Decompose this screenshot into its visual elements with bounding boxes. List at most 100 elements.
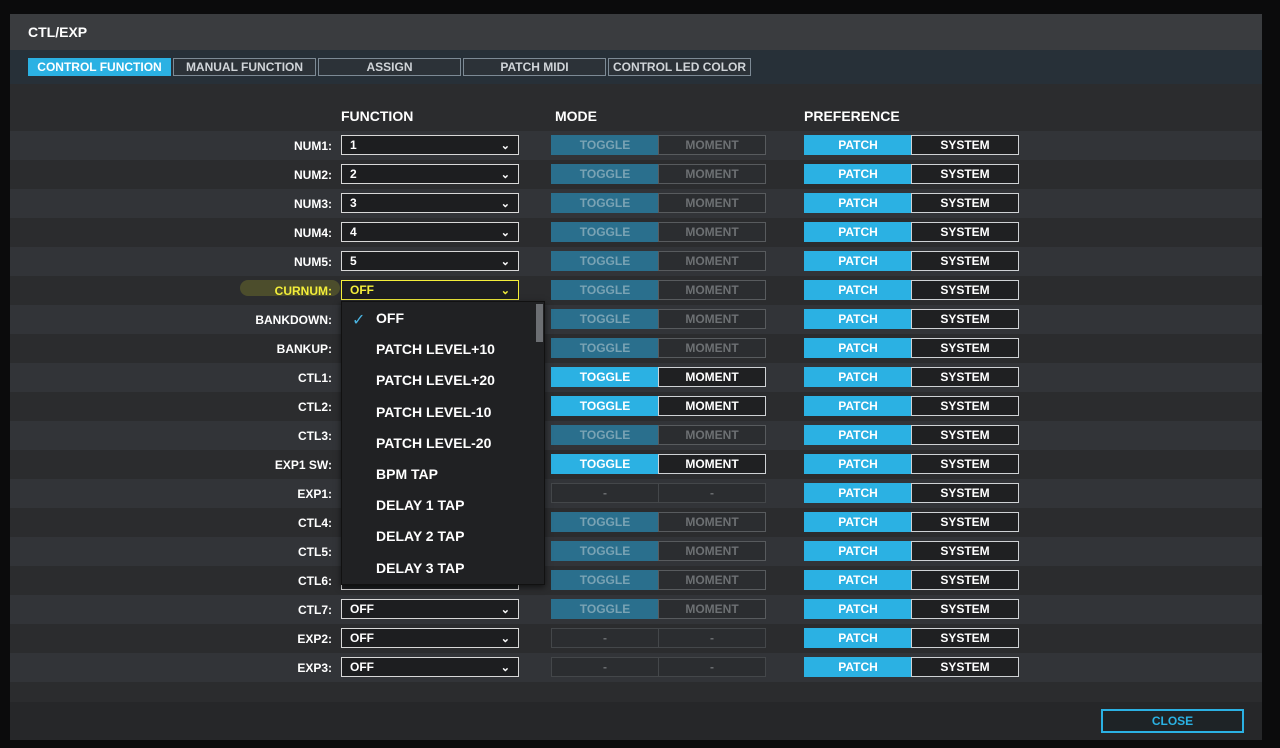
function-select[interactable]: 3 ⌄ bbox=[341, 193, 519, 213]
tab-patch-midi[interactable]: PATCH MIDI bbox=[463, 58, 606, 76]
pref-system-button[interactable]: SYSTEM bbox=[911, 628, 1019, 648]
pref-patch-button[interactable]: PATCH bbox=[804, 396, 912, 416]
dropdown-option[interactable]: PATCH LEVEL-10 bbox=[376, 403, 492, 420]
pref-system-button[interactable]: SYSTEM bbox=[911, 280, 1019, 300]
dropdown-option[interactable]: DELAY 2 TAP bbox=[376, 528, 465, 545]
mode-toggle-button: TOGGLE bbox=[551, 570, 659, 590]
mode-moment-button: MOMENT bbox=[658, 599, 766, 619]
pref-system-button[interactable]: SYSTEM bbox=[911, 454, 1019, 474]
row-label: CTL6: bbox=[298, 574, 332, 588]
tab-control-led-color[interactable]: CONTROL LED COLOR bbox=[608, 58, 751, 76]
mode-moment-button: MOMENT bbox=[658, 222, 766, 242]
mode-toggle-button: - bbox=[551, 628, 659, 648]
dropdown-option[interactable]: OFF bbox=[376, 310, 404, 326]
pref-patch-button[interactable]: PATCH bbox=[804, 309, 912, 329]
dropdown-option[interactable]: PATCH LEVEL-20 bbox=[376, 434, 492, 451]
pref-system-button[interactable]: SYSTEM bbox=[911, 599, 1019, 619]
pref-patch-button[interactable]: PATCH bbox=[804, 280, 912, 300]
pref-patch-button[interactable]: PATCH bbox=[804, 222, 912, 242]
dropdown-option[interactable]: PATCH LEVEL+20 bbox=[376, 372, 495, 389]
function-dropdown-list[interactable]: ✓ OFF PATCH LEVEL+10 PATCH LEVEL+20 PATCH LE… bbox=[341, 301, 545, 585]
mode-moment-button: MOMENT bbox=[658, 251, 766, 271]
pref-system-button[interactable]: SYSTEM bbox=[911, 367, 1019, 387]
tab-control-function[interactable]: CONTROL FUNCTION bbox=[28, 58, 171, 76]
pref-patch-button[interactable]: PATCH bbox=[804, 425, 912, 445]
pref-system-button[interactable]: SYSTEM bbox=[911, 396, 1019, 416]
mode-toggle-button[interactable]: TOGGLE bbox=[551, 396, 659, 416]
pref-system-button[interactable]: SYSTEM bbox=[911, 222, 1019, 242]
pref-system-button[interactable]: SYSTEM bbox=[911, 483, 1019, 503]
function-select[interactable]: OFF ⌄ bbox=[341, 280, 519, 300]
pref-system-button[interactable]: SYSTEM bbox=[911, 251, 1019, 271]
pref-patch-button[interactable]: PATCH bbox=[804, 657, 912, 677]
mode-toggle-button[interactable]: TOGGLE bbox=[551, 367, 659, 387]
pref-patch-button[interactable]: PATCH bbox=[804, 628, 912, 648]
mode-toggle-button: TOGGLE bbox=[551, 512, 659, 532]
pref-system-button[interactable]: SYSTEM bbox=[911, 570, 1019, 590]
function-select[interactable]: 4 ⌄ bbox=[341, 222, 519, 242]
dropdown-option[interactable]: PATCH LEVEL+10 bbox=[376, 341, 495, 358]
pref-patch-button[interactable]: PATCH bbox=[804, 164, 912, 184]
pref-system-button[interactable]: SYSTEM bbox=[911, 425, 1019, 445]
function-select[interactable]: OFF ⌄ bbox=[341, 657, 519, 677]
function-select-value: OFF bbox=[350, 660, 374, 674]
mode-moment-button[interactable]: MOMENT bbox=[658, 367, 766, 387]
row-label: BANKDOWN: bbox=[255, 313, 332, 327]
mode-toggle-button: - bbox=[551, 483, 659, 503]
dropdown-option[interactable]: DELAY 3 TAP bbox=[376, 559, 465, 576]
pref-patch-button[interactable]: PATCH bbox=[804, 251, 912, 271]
function-select[interactable]: 2 ⌄ bbox=[341, 164, 519, 184]
row-label: CURNUM: bbox=[274, 284, 332, 298]
pref-patch-button[interactable]: PATCH bbox=[804, 599, 912, 619]
pref-patch-button[interactable]: PATCH bbox=[804, 483, 912, 503]
pref-system-button[interactable]: SYSTEM bbox=[911, 164, 1019, 184]
function-select[interactable]: 1 ⌄ bbox=[341, 135, 519, 155]
pref-patch-button[interactable]: PATCH bbox=[804, 367, 912, 387]
table-row: EXP2: OFF ⌄ - - PATCH SYSTEM bbox=[10, 624, 1262, 653]
pref-patch-button[interactable]: PATCH bbox=[804, 193, 912, 213]
mode-moment-button: MOMENT bbox=[658, 164, 766, 184]
function-select[interactable]: 5 ⌄ bbox=[341, 251, 519, 271]
function-select[interactable]: OFF ⌄ bbox=[341, 599, 519, 619]
function-select[interactable]: OFF ⌄ bbox=[341, 628, 519, 648]
function-select-value: 1 bbox=[350, 138, 357, 152]
pref-patch-button[interactable]: PATCH bbox=[804, 454, 912, 474]
row-label: NUM2: bbox=[294, 168, 332, 182]
row-label: EXP1 SW: bbox=[274, 458, 332, 472]
function-select-value: 5 bbox=[350, 254, 357, 268]
mode-toggle-button: TOGGLE bbox=[551, 164, 659, 184]
pref-patch-button[interactable]: PATCH bbox=[804, 338, 912, 358]
dropdown-option[interactable]: DELAY 1 TAP bbox=[376, 497, 465, 514]
tab-bar: CONTROL FUNCTION MANUAL FUNCTION ASSIGN PAT… bbox=[10, 50, 1262, 84]
pref-patch-button[interactable]: PATCH bbox=[804, 570, 912, 590]
pref-system-button[interactable]: SYSTEM bbox=[911, 512, 1019, 532]
dropdown-option[interactable]: BPM TAP bbox=[376, 466, 438, 482]
mode-moment-button: - bbox=[658, 483, 766, 503]
tab-manual-function[interactable]: MANUAL FUNCTION bbox=[173, 58, 316, 76]
mode-toggle-button[interactable]: TOGGLE bbox=[551, 454, 659, 474]
tab-assign[interactable]: ASSIGN bbox=[318, 58, 461, 76]
table-row: NUM2: 2 ⌄ TOGGLE MOMENT PATCH SYSTEM bbox=[10, 160, 1262, 189]
dropdown-scrollbar[interactable] bbox=[536, 304, 543, 342]
pref-system-button[interactable]: SYSTEM bbox=[911, 541, 1019, 561]
mode-toggle-button: TOGGLE bbox=[551, 599, 659, 619]
highlight-marker bbox=[240, 280, 340, 296]
table-row: NUM3: 3 ⌄ TOGGLE MOMENT PATCH SYSTEM bbox=[10, 189, 1262, 218]
pref-patch-button[interactable]: PATCH bbox=[804, 541, 912, 561]
mode-moment-button[interactable]: MOMENT bbox=[658, 454, 766, 474]
pref-system-button[interactable]: SYSTEM bbox=[911, 657, 1019, 677]
pref-patch-button[interactable]: PATCH bbox=[804, 512, 912, 532]
pref-system-button[interactable]: SYSTEM bbox=[911, 309, 1019, 329]
pref-system-button[interactable]: SYSTEM bbox=[911, 338, 1019, 358]
mode-moment-button[interactable]: MOMENT bbox=[658, 396, 766, 416]
dialog-title: CTL/EXP bbox=[28, 24, 88, 40]
dialog-footer bbox=[10, 702, 1262, 740]
pref-patch-button[interactable]: PATCH bbox=[804, 135, 912, 155]
close-button[interactable]: CLOSE bbox=[1101, 709, 1244, 733]
pref-system-button[interactable]: SYSTEM bbox=[911, 135, 1019, 155]
pref-system-button[interactable]: SYSTEM bbox=[911, 193, 1019, 213]
